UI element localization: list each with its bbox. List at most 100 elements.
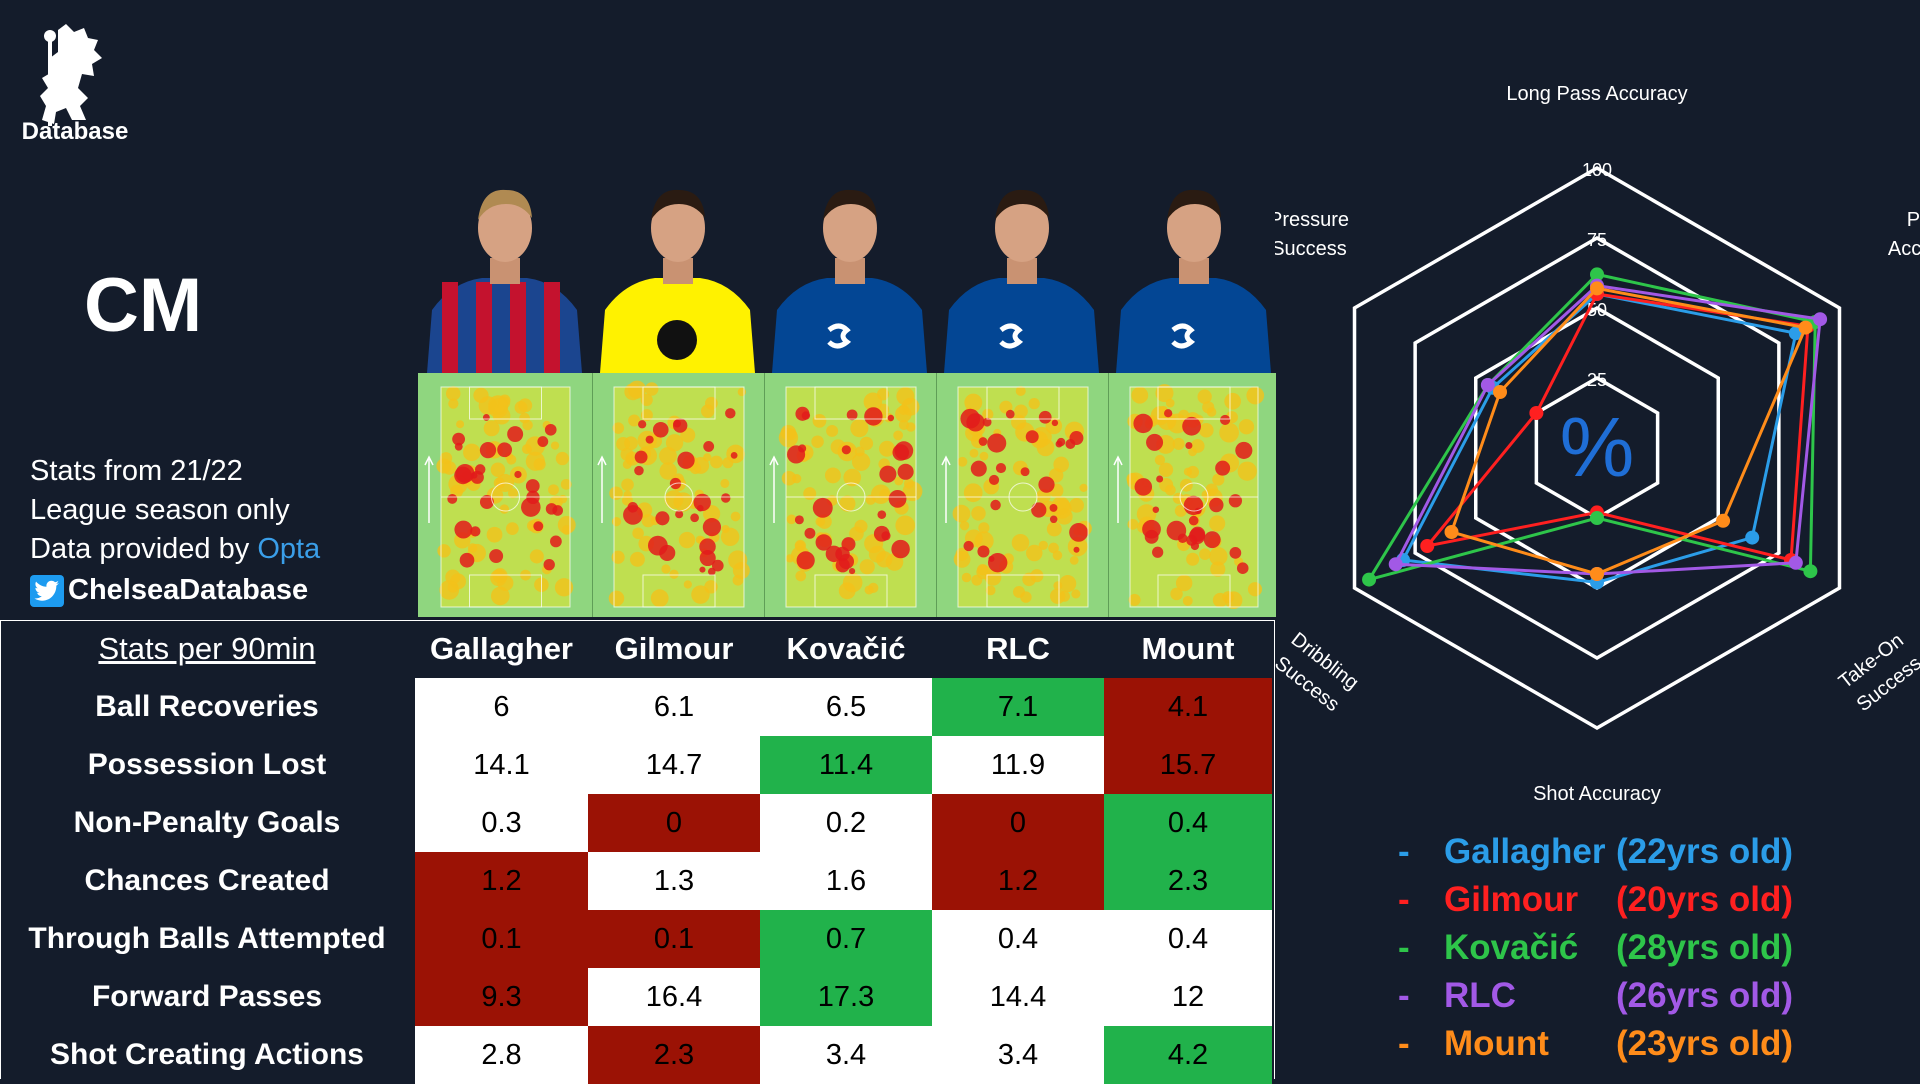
legend-dash-icon: - [1398,1024,1410,1063]
radar-tick-label: 100 [1582,160,1612,180]
radar-point [1716,513,1731,528]
info-provider: Data provided by Opta [30,530,320,569]
table-cell: 0 [932,794,1104,852]
legend-name: Gilmour [1444,880,1579,919]
table-cell: 0 [588,794,760,852]
table-cell: 0.4 [1104,794,1272,852]
legend-age: (26yrs old) [1616,976,1793,1015]
table-cell: 4.2 [1104,1026,1272,1084]
logo-text: Database [21,118,129,145]
legend-dash-icon: - [1398,832,1410,871]
table-cell: 0.4 [932,910,1104,968]
stat-label: Forward Passes [91,980,323,1013]
table-cell: 6.1 [588,678,760,736]
info-season: Stats from 21/22 [30,455,243,487]
radar-point [1813,312,1828,327]
table-cell: 11.9 [932,736,1104,794]
player-photo-chelsea [767,170,932,373]
info-scope: League season only [30,494,290,526]
legend-name: RLC [1444,976,1516,1015]
legend-age: (23yrs old) [1616,1024,1793,1063]
table-cell: 3.4 [932,1026,1104,1084]
table-cell: 11.4 [760,736,932,794]
table-cell: 1.6 [760,852,932,910]
player-photo-norwich [595,170,760,373]
radar-point [1362,572,1377,587]
opta-link[interactable]: Opta [257,533,321,565]
radar-point [1493,385,1508,399]
radar-point [1444,525,1459,539]
radar-grid-ring [1413,235,1781,661]
table-cell: 6.5 [760,678,932,736]
radar-axis-label: Pressure Success [1275,209,1349,260]
radar-point [1803,564,1818,579]
table-cell: 0.3 [415,794,588,852]
table-cell: 14.1 [415,736,588,794]
heatmap [1108,373,1276,617]
heatmap [764,373,934,617]
stat-label: Chances Created [84,864,330,897]
legend-age: (22yrs old) [1616,832,1793,871]
legend-name: Mount [1444,1024,1549,1063]
table-cell: 6 [415,678,588,736]
radar-axis-label: Take-OnSuccess [1835,629,1920,716]
column-header: RLC [986,631,1050,666]
radar-axis-label: Long Pass Accuracy [1506,83,1687,105]
table-cell: 14.4 [932,968,1104,1026]
table-title: Stats per 90min [98,631,316,666]
table-cell: 4.1 [1104,678,1272,736]
table-cell: 1.2 [415,852,588,910]
heatmaps [418,373,1276,617]
radar-grid-ring [1352,165,1842,731]
table-cell: 3.4 [760,1026,932,1084]
radar-point [1420,539,1435,553]
table-cell: 7.1 [932,678,1104,736]
legend-dash-icon: - [1398,880,1410,919]
table-cell: 2.3 [588,1026,760,1084]
table-cell: 2.3 [1104,852,1272,910]
radar-axis-label: Shot Accuracy [1533,783,1661,805]
column-header: Gilmour [614,631,734,666]
radar-point [1590,267,1604,282]
stat-label: Shot Creating Actions [50,1038,364,1071]
player-photo-chelsea [939,170,1104,373]
radar-tick-label: 25 [1587,370,1607,390]
legend-age: (20yrs old) [1616,880,1793,919]
table-cell: 17.3 [760,968,932,1026]
lion-crest-icon [40,24,102,126]
table-cell: 1.3 [588,852,760,910]
radar-point [1798,320,1813,335]
radar-point [1529,406,1544,420]
stat-label: Non-Penalty Goals [73,806,341,839]
legend-dash-icon: - [1398,976,1410,1015]
table-cell: 0.1 [415,910,588,968]
table-cell: 0.2 [760,794,932,852]
table-cell: 0.1 [588,910,760,968]
heatmap [419,373,588,617]
player-photo-chelsea [1111,170,1276,373]
stat-label: Possession Lost [87,748,327,781]
table-cell: 9.3 [415,968,588,1026]
table-cell: 1.2 [932,852,1104,910]
column-header: Gallagher [430,631,573,666]
radar-axis-label: DribblingSuccess [1275,628,1363,717]
table-cell: 2.8 [415,1026,588,1084]
info-panel: Stats from 21/22 League season only Data… [30,452,320,610]
player-photos [418,170,1274,373]
column-header: Mount [1141,631,1235,666]
radar-point [1745,530,1760,545]
table-cell: 12 [1104,968,1272,1026]
radar-point [1788,555,1803,570]
heatmap [936,373,1106,617]
radar-point [1590,567,1604,581]
table-cell: 15.7 [1104,736,1272,794]
twitter-bird-icon [30,574,64,607]
table-cell: 0.4 [1104,910,1272,968]
stat-label: Ball Recoveries [95,690,319,723]
legend-age: (28yrs old) [1616,928,1793,967]
table-cell: 0.7 [760,910,932,968]
info-provider-prefix: Data provided by [30,533,258,565]
twitter-line[interactable]: ChelseaDatabase [30,571,320,610]
